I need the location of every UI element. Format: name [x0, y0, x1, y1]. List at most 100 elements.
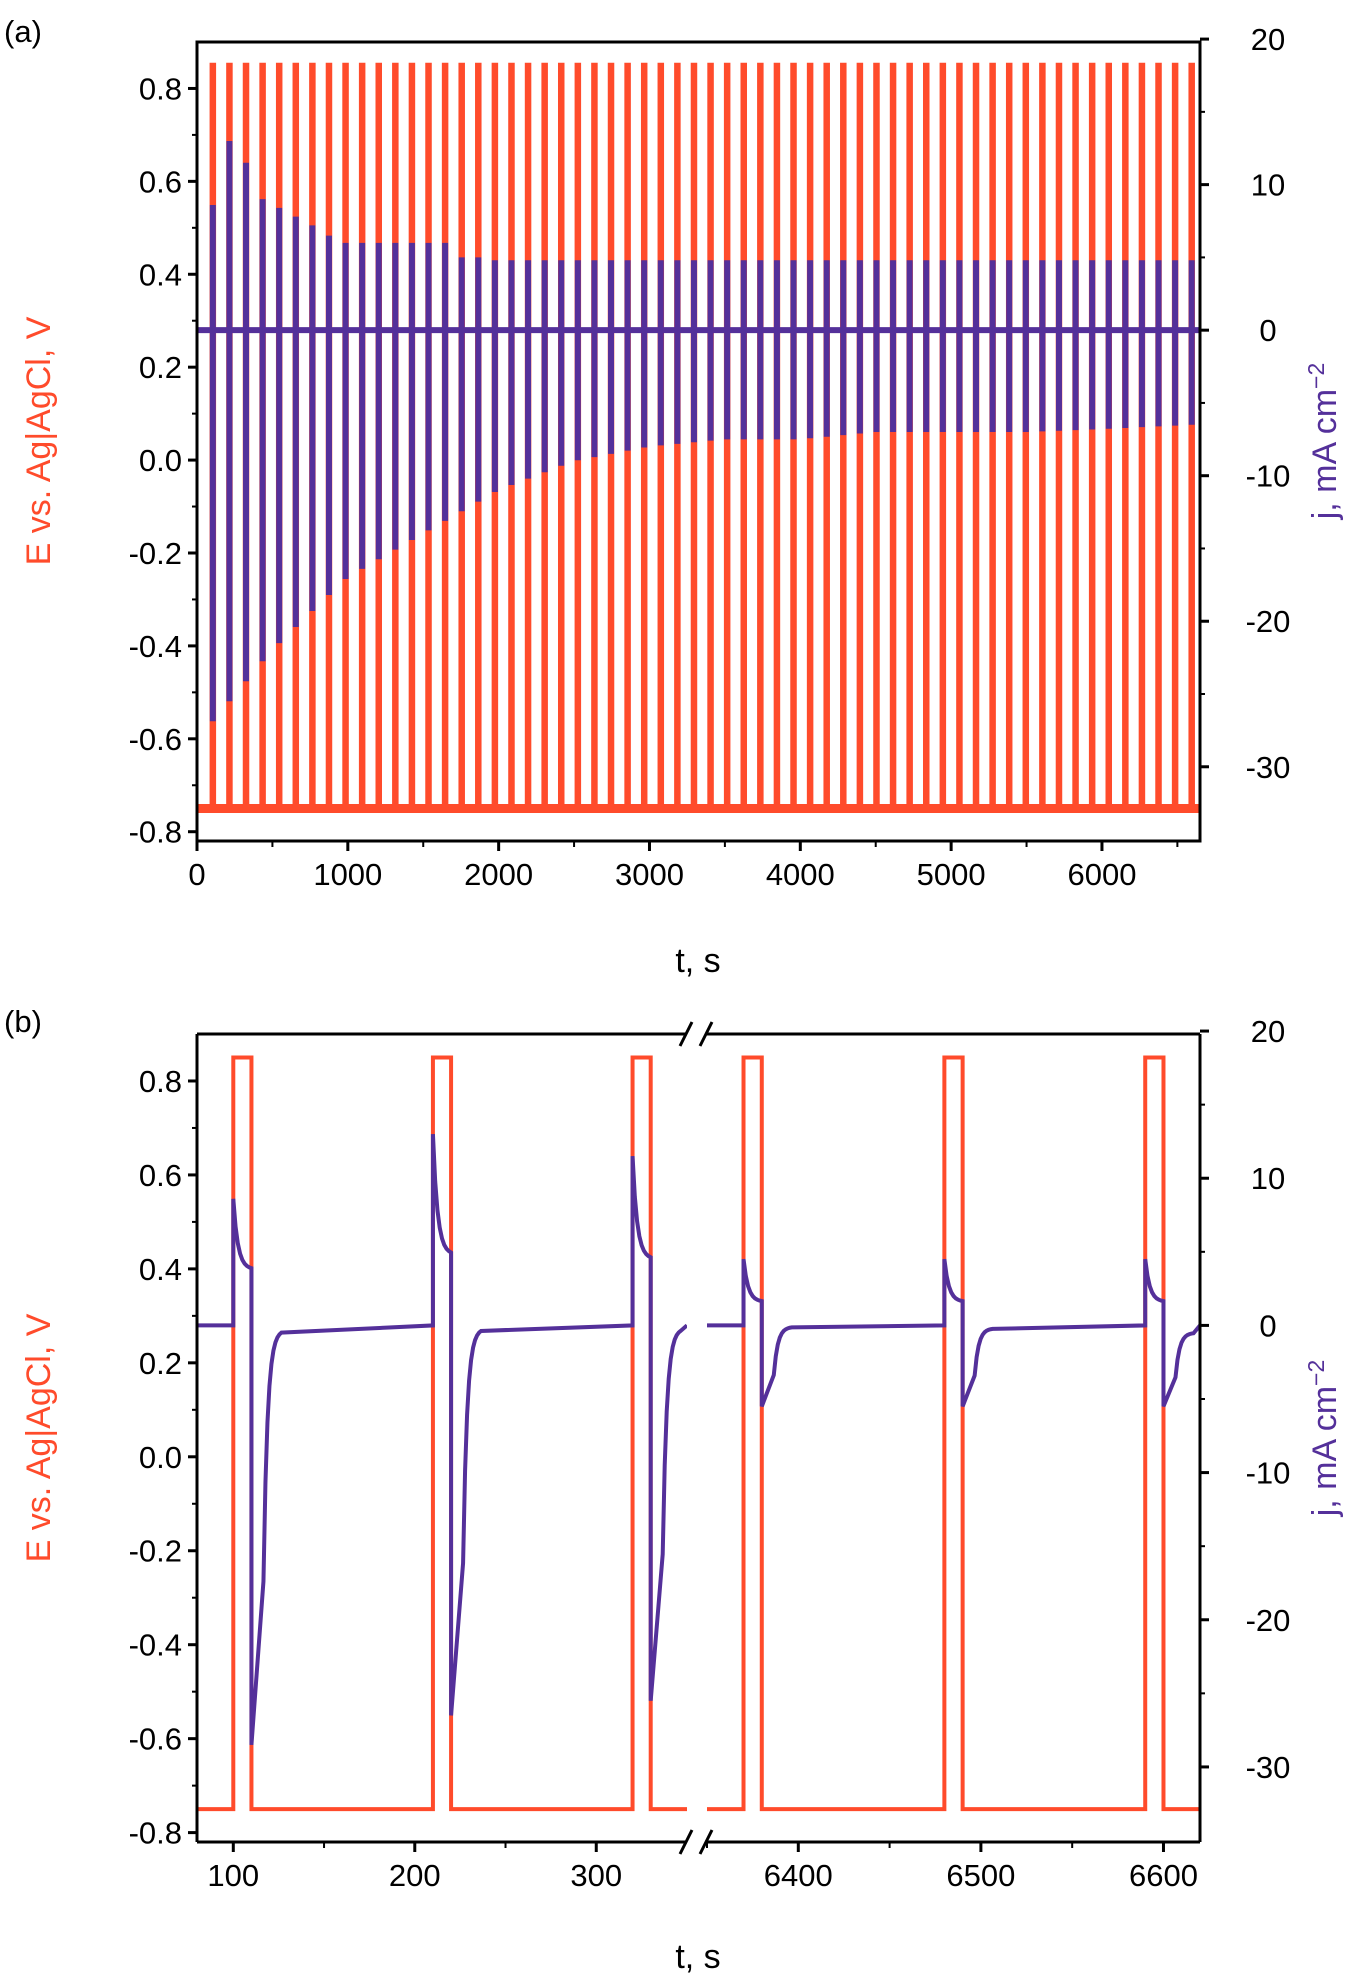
x-axis-tick-label: 3000 — [615, 857, 684, 892]
potential-pulse — [1155, 62, 1162, 809]
axis-break-mark — [698, 1021, 714, 1047]
left-axis-tick-label: -0.2 — [129, 1534, 182, 1569]
potential-pulse — [1005, 62, 1013, 809]
potential-pulse — [1138, 62, 1146, 809]
left-axis-tick-label: -0.4 — [129, 1628, 182, 1663]
potential-pulse — [972, 62, 980, 809]
potential-pulse — [856, 62, 864, 809]
panel-a-x-axis: 0 1000 2000 3000 4000 5000 6000 — [188, 841, 1179, 892]
panel-b-left-axis-title: E vs. Ag|AgCl, V — [20, 1313, 58, 1562]
panel-b-right-axis: -30 -20 -10 0 10 20 — [1200, 1014, 1290, 1785]
potential-pulse — [873, 62, 880, 809]
panel-a-right-axis-title-superscript: −2 — [1303, 363, 1329, 389]
panel-b-segment-1-plot-area — [197, 1055, 687, 1812]
right-axis-tick-label: 0 — [1259, 313, 1276, 348]
panel-b: (b) 100 200 300 6400 6500 6600 -0.8-0.6-0.4-0… — [4, 1004, 1344, 1976]
panel-b-x-axis-title: t, s — [675, 1938, 720, 1976]
left-axis-tick-label: 0.6 — [139, 1158, 182, 1193]
panel-b-axis-break-top — [678, 1021, 714, 1047]
right-axis-tick-label: 10 — [1251, 168, 1285, 203]
right-axis-tick-label: -30 — [1246, 750, 1291, 785]
left-axis-tick-label: 0.0 — [139, 443, 182, 478]
current-trace — [197, 1133, 687, 1746]
potential-pulse — [1171, 62, 1179, 809]
potential-pulse — [840, 62, 847, 809]
potential-pulse — [1072, 62, 1079, 809]
left-axis-tick-label: 0.6 — [139, 164, 182, 199]
potential-pulse — [1188, 62, 1195, 809]
x-axis-tick-label: 300 — [570, 1858, 622, 1893]
panel-b-right-axis-title-main: j, mA cm — [1306, 1386, 1344, 1517]
x-axis-tick-label: 6400 — [764, 1858, 833, 1893]
potential-pulse — [956, 62, 963, 809]
x-axis-tick-label: 6500 — [946, 1858, 1015, 1893]
x-axis-tick-label: 200 — [389, 1858, 441, 1893]
left-axis-tick-label: -0.6 — [129, 722, 182, 757]
panel-a-left-axis: -0.8 -0.6 -0.4 -0.2 0.0 0.2 0.4 0.6 0.8 — [129, 71, 197, 850]
right-axis-tick-label: 20 — [1251, 1014, 1285, 1049]
right-axis-tick-label: -20 — [1246, 1603, 1291, 1638]
potential-trace — [197, 1055, 687, 1812]
x-axis-tick-label: 0 — [188, 857, 205, 892]
right-axis-tick-label: 10 — [1251, 1161, 1285, 1196]
panel-a-right-axis: -30 -20 -10 0 10 20 — [1200, 22, 1290, 785]
panel-a-label: (a) — [4, 14, 42, 49]
right-axis-tick-label: -20 — [1246, 604, 1291, 639]
left-axis-tick-label: 0.8 — [139, 1064, 182, 1099]
left-axis-tick-label: -0.8 — [129, 815, 182, 850]
panel-b-right-axis-title: j, mA cm−2 — [1303, 1360, 1344, 1518]
panel-a-right-axis-title: j, mA cm−2 — [1303, 363, 1344, 521]
right-axis-tick-label: -30 — [1246, 1750, 1291, 1785]
left-axis-tick-label: -0.4 — [129, 629, 182, 664]
axis-break-mark — [678, 1829, 694, 1855]
panel-b-right-axis-title-superscript: −2 — [1303, 1360, 1329, 1386]
panel-b-frame — [195, 1021, 1202, 1855]
left-axis-tick-label: 0.8 — [139, 71, 182, 106]
x-axis-tick-label: 1000 — [313, 857, 382, 892]
panel-a-right-axis-title-main: j, mA cm — [1306, 389, 1344, 520]
panel-a-plot-area — [197, 62, 1200, 813]
panel-b-x-axis: 100 200 300 6400 6500 6600 — [207, 1842, 1198, 1893]
potential-pulse — [889, 62, 897, 809]
potential-pulse — [1022, 62, 1030, 809]
x-axis-tick-label: 100 — [207, 1858, 259, 1893]
panel-a-current-pulses — [209, 140, 1195, 722]
x-axis-tick-label: 6000 — [1067, 857, 1136, 892]
potential-pulse — [989, 62, 996, 809]
x-axis-tick-label: 5000 — [917, 857, 986, 892]
right-axis-tick-label: -10 — [1246, 1456, 1291, 1491]
left-axis-tick-label: 0.4 — [139, 257, 182, 292]
left-axis-tick-label: 0.2 — [139, 1346, 182, 1381]
potential-pulse — [922, 62, 930, 809]
potential-trace — [707, 1055, 1200, 1812]
left-axis-tick-label: -0.2 — [129, 536, 182, 571]
panel-a-left-axis-title: E vs. Ag|AgCl, V — [20, 316, 58, 565]
potential-pulse — [1122, 62, 1129, 809]
right-axis-tick-label: 0 — [1259, 1308, 1276, 1343]
potential-pulse — [906, 62, 913, 809]
left-axis-tick-label: -0.6 — [129, 1722, 182, 1757]
left-axis-tick-label: -0.8 — [129, 1816, 182, 1851]
x-axis-tick-label: 2000 — [464, 857, 533, 892]
potential-pulse — [1088, 62, 1096, 809]
panel-a-frame — [195, 40, 1202, 843]
potential-pulse — [1105, 62, 1112, 809]
panel-a-potential-pulses — [209, 62, 1195, 809]
potential-pulse — [939, 62, 947, 809]
axis-break-mark — [678, 1021, 694, 1047]
potential-pulse — [823, 62, 830, 809]
x-axis-tick-label: 6600 — [1129, 1858, 1198, 1893]
panel-a: (a) 0 1000 2000 3000 4000 5000 6000 -0.8-0.6-0… — [4, 14, 1344, 980]
left-axis-tick-label: 0.4 — [139, 1252, 182, 1287]
right-axis-tick-label: 20 — [1251, 22, 1285, 57]
panel-b-label: (b) — [4, 1004, 42, 1039]
left-axis-tick-label: 0.2 — [139, 350, 182, 385]
x-axis-tick-label: 4000 — [766, 857, 835, 892]
panel-b-left-axis: -0.8 -0.6 -0.4 -0.2 0.0 0.2 0.4 0.6 0.8 — [129, 1064, 197, 1851]
current-trace — [707, 1258, 1200, 1408]
panel-a-x-axis-title: t, s — [675, 942, 720, 980]
potential-pulse — [1055, 62, 1063, 809]
left-axis-tick-label: 0.0 — [139, 1440, 182, 1475]
